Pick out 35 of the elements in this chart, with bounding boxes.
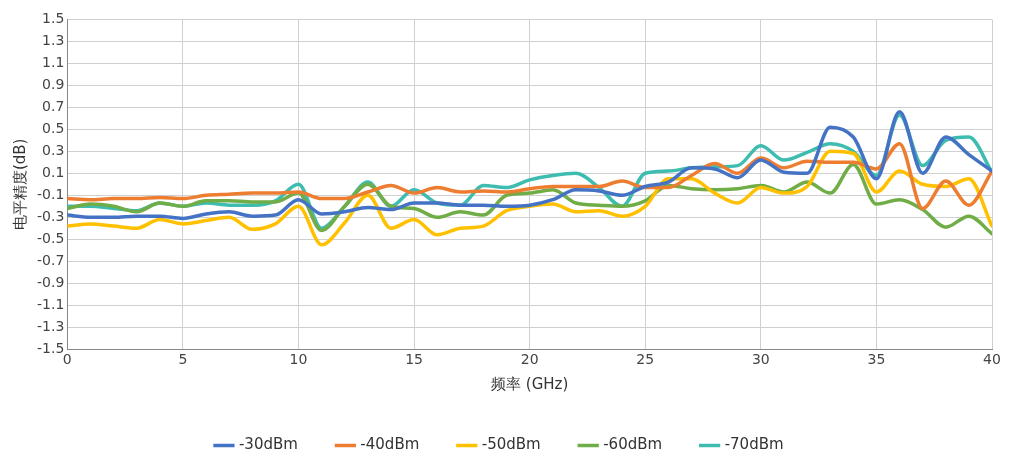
legend-label: -40dBm [360, 435, 420, 454]
x-tick-label: 30 [751, 351, 770, 368]
x-tick-label: 0 [62, 351, 72, 368]
line-series [67, 162, 992, 236]
y-tick-label: 0.5 [42, 119, 65, 136]
y-tick-label: 0.9 [42, 76, 65, 92]
x-tick-label: 5 [178, 351, 188, 368]
y-tick-label: -0.5 [36, 229, 65, 246]
x-axis-title: 频率 (GHz) [491, 374, 569, 393]
y-tick-label: 0.7 [42, 97, 65, 114]
y-tick-label: -0.1 [36, 185, 65, 202]
y-tick-label: -1.5 [36, 339, 65, 356]
x-tick-label: 20 [520, 351, 539, 368]
y-tick-label: -0.3 [36, 207, 65, 224]
y-tick-label: -1.1 [36, 295, 65, 312]
x-tick-label: 25 [636, 351, 655, 368]
x-tick-label: 35 [867, 351, 886, 368]
x-tick-label: 10 [289, 351, 308, 368]
legend-label: -60dBm [603, 435, 663, 454]
y-tick-label: 1.5 [42, 10, 65, 27]
y-tick-label: 0.1 [42, 163, 65, 180]
y-tick-label: -0.9 [36, 273, 65, 290]
y-tick-label: -0.7 [36, 251, 65, 268]
y-tick-label: -1.3 [36, 317, 65, 334]
y-tick-label: 0.3 [42, 141, 65, 158]
y-tick-label: 1.1 [42, 54, 65, 71]
y-tick-label: 1.3 [42, 32, 65, 49]
line-series [67, 141, 992, 211]
x-tick-label: 15 [405, 351, 423, 368]
legend-label: -70dBm [724, 435, 784, 454]
line-series [67, 149, 992, 247]
y-axis-title: 电平精度(dB) [10, 138, 29, 231]
legend-label: -30dBm [238, 435, 298, 454]
x-tick-label: 40 [983, 351, 1001, 368]
legend-label: -50dBm [481, 435, 541, 454]
